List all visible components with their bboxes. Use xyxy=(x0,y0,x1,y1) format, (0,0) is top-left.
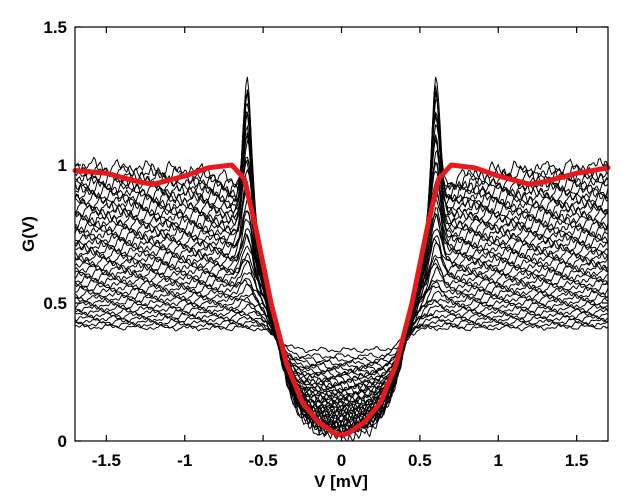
family-curve xyxy=(74,307,609,374)
family-curve xyxy=(74,159,609,423)
family-curve xyxy=(74,265,608,392)
y-tick-label: 1.5 xyxy=(43,18,67,37)
family-curves xyxy=(74,76,609,442)
family-curve xyxy=(74,283,609,386)
family-curve xyxy=(74,290,609,384)
family-curve xyxy=(74,168,609,420)
family-curve xyxy=(74,113,609,434)
family-curve xyxy=(74,109,609,434)
x-axis-ticks: -1.5 -1 -0.5 0 0.5 1 1.5 xyxy=(92,27,589,470)
x-tick-label: 0.5 xyxy=(408,451,432,470)
family-curve xyxy=(74,159,609,421)
x-tick-label: -1.5 xyxy=(92,451,121,470)
family-curve xyxy=(74,149,608,426)
family-curve xyxy=(74,91,609,441)
x-tick-label: 1.5 xyxy=(565,451,589,470)
family-curve xyxy=(74,196,609,413)
x-axis-label: V [mV] xyxy=(314,472,368,491)
family-curve xyxy=(74,320,609,360)
y-tick-label: 0.5 xyxy=(43,294,67,313)
x-tick-label: -0.5 xyxy=(248,451,277,470)
family-curve xyxy=(74,323,609,354)
x-tick-label: 0 xyxy=(337,451,346,470)
family-curve xyxy=(74,242,609,402)
x-tick-label: 1 xyxy=(494,451,503,470)
family-curve xyxy=(74,232,609,405)
y-tick-label: 0 xyxy=(58,432,67,451)
x-tick-label: -1 xyxy=(177,451,192,470)
family-curve xyxy=(74,180,609,418)
family-curve xyxy=(74,251,609,399)
family-curve xyxy=(74,213,609,409)
y-axis-ticks: 0 0.5 1 1.5 xyxy=(43,18,608,451)
y-axis-label: G(V) xyxy=(19,216,38,252)
family-curve xyxy=(74,314,609,368)
family-curve xyxy=(74,207,609,411)
family-curve xyxy=(74,277,609,390)
family-curve xyxy=(74,110,609,435)
family-curve xyxy=(74,279,609,389)
y-tick-label: 1 xyxy=(58,156,67,175)
